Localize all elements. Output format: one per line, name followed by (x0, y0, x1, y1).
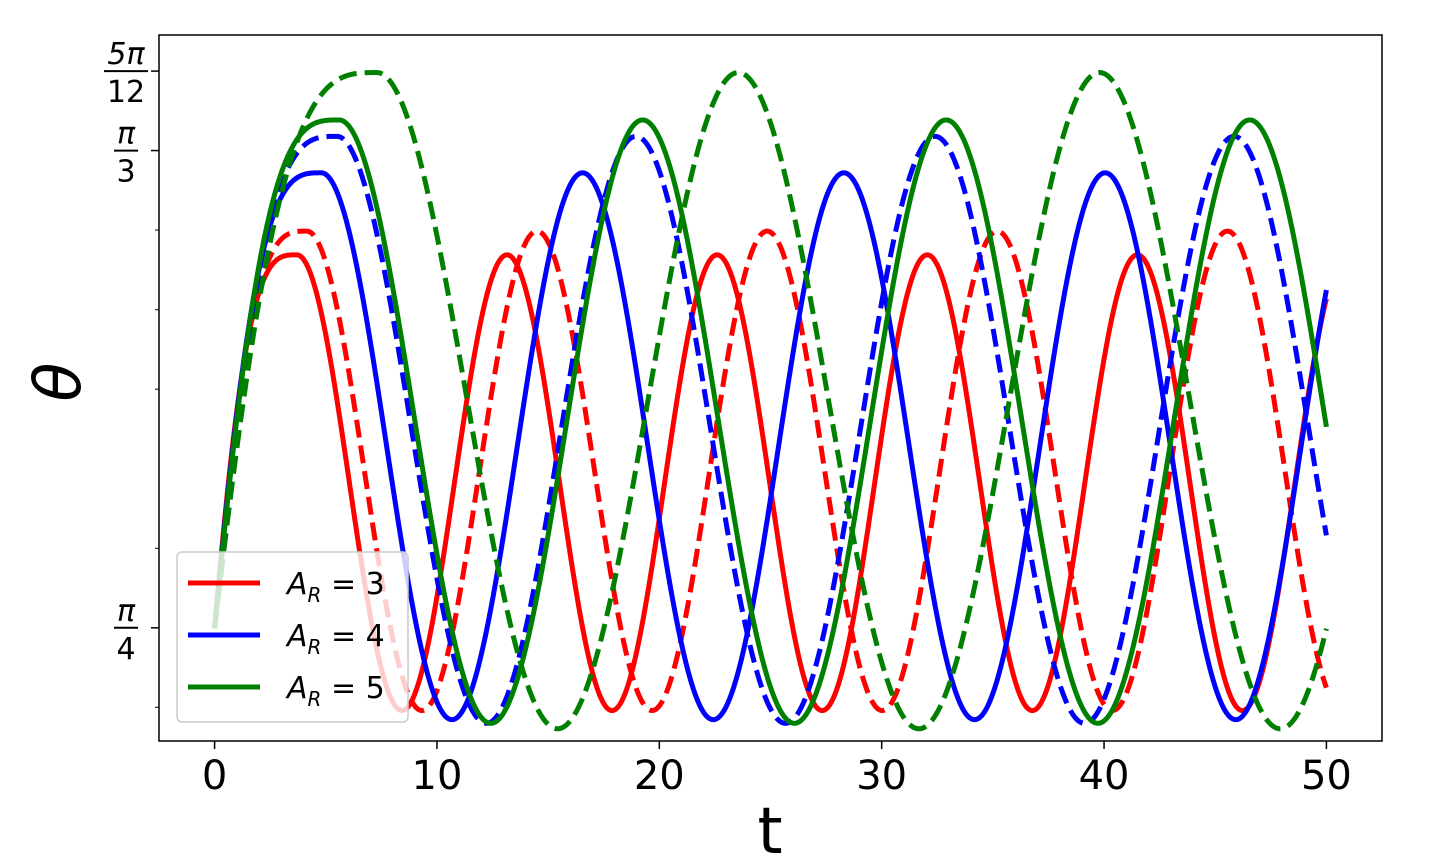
series-line-1 (212, 228, 1329, 714)
x-tick-label: 10 (412, 753, 463, 799)
y-tick-label: π4 (114, 594, 138, 667)
x-axis-title: t (757, 795, 782, 856)
y-tick-denominator: 3 (116, 155, 135, 190)
x-tick-label: 20 (634, 753, 685, 799)
legend: AR = 3 AR = 4 AR = 5 (176, 551, 409, 723)
x-tick-label: 0 (202, 753, 227, 799)
y-tick-numerator: π (117, 117, 136, 152)
y-tick-numerator: 5π (107, 37, 145, 72)
legend-label-0: AR = 3 (285, 567, 385, 607)
series-line-3 (212, 133, 1329, 726)
y-axis-title: θ (22, 362, 96, 401)
x-axis: 0 10 20 30 40 50 (202, 741, 1352, 799)
series-line-5 (212, 70, 1329, 732)
y-tick-denominator: 4 (116, 632, 135, 667)
x-tick-label: 30 (856, 753, 907, 799)
legend-box (176, 551, 409, 723)
y-tick-denominator: 12 (107, 75, 145, 110)
y-tick-numerator: π (117, 594, 136, 629)
series-line-4 (212, 117, 1329, 726)
y-tick-label: π3 (114, 117, 138, 190)
legend-label-2: AR = 5 (285, 671, 385, 711)
legend-label-1: AR = 4 (285, 619, 385, 659)
plot-frame (158, 34, 1383, 742)
series-line-2 (212, 170, 1329, 723)
x-tick-label: 50 (1301, 753, 1352, 799)
x-tick-label: 40 (1079, 753, 1130, 799)
